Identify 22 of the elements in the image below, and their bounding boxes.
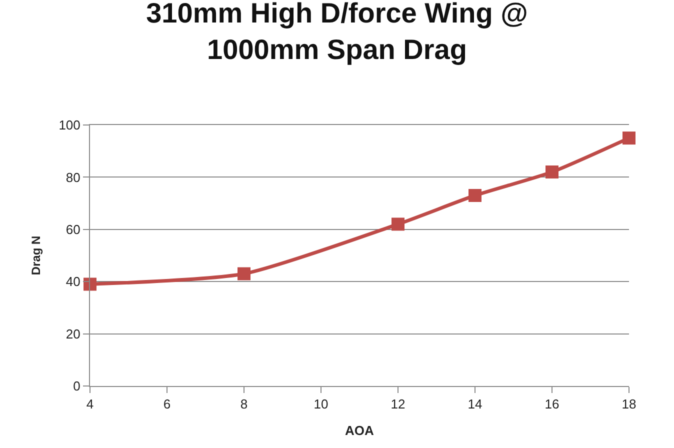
y-tick-label: 80 xyxy=(66,170,80,185)
y-tick-label: 20 xyxy=(66,326,80,342)
point xyxy=(392,218,404,231)
point xyxy=(238,267,250,280)
y-tick-label: 60 xyxy=(66,222,80,237)
y-axis-title: Drag N xyxy=(28,236,43,276)
chart-title: 310mm High D/force Wing @ 1000mm Span Drag xyxy=(146,0,528,65)
point xyxy=(622,132,636,145)
x-tick-label: 10 xyxy=(314,396,328,412)
point xyxy=(468,188,482,202)
x-tick-label: 12 xyxy=(390,396,406,412)
point xyxy=(546,165,558,178)
x-tick-label: 14 xyxy=(468,396,482,412)
x-tick-label: 16 xyxy=(544,396,560,412)
x-tick-label: 4 xyxy=(86,396,94,412)
y-tick-label: 100 xyxy=(58,118,80,133)
y-tick-label: 0 xyxy=(73,378,80,394)
x-tick-label: 6 xyxy=(163,396,171,412)
x-axis-title: AOA xyxy=(345,423,375,438)
x-tick-label: 8 xyxy=(240,396,248,412)
x-tick-label: 18 xyxy=(622,396,636,412)
y-tick-label: 40 xyxy=(66,274,80,290)
